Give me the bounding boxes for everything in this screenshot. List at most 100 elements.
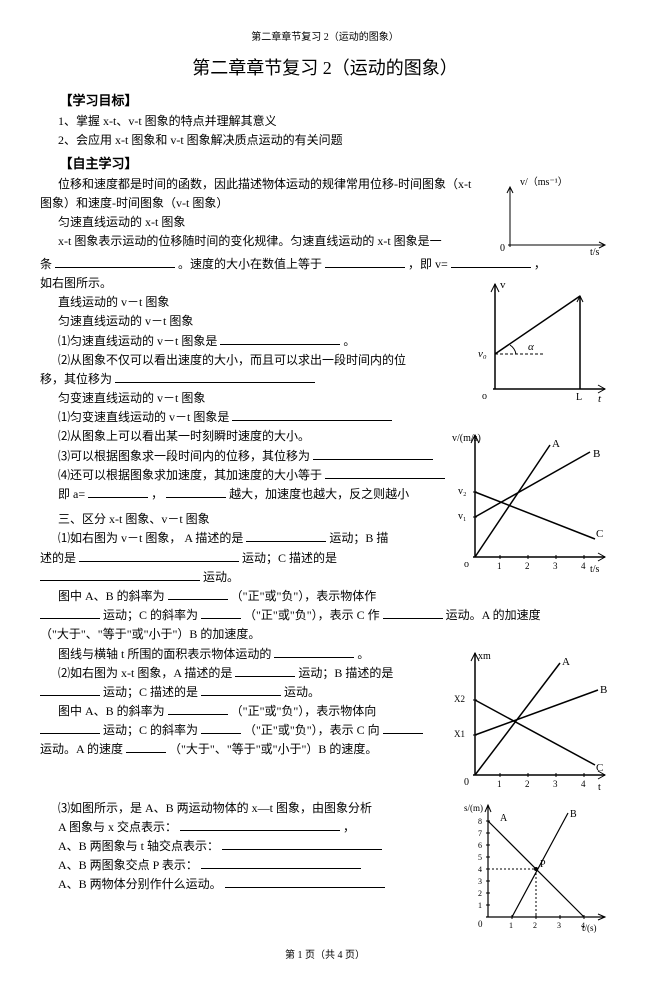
b-p21-3 [201, 683, 281, 696]
fig5-y8: 8 [478, 817, 482, 826]
p5-rest: 条 。速度的大小在数值上等于 ，即 v= ， [40, 255, 610, 274]
p22e: 运动。A 的速度 [40, 742, 123, 756]
p22c: 运动；C 的斜率为 [103, 723, 198, 737]
fig5-x4: 4 [581, 921, 585, 930]
p17: 三、区分 x-t 图象、v－t 图象 [40, 510, 446, 529]
p22-2: 运动；C 的斜率为 （"正"或"负"），表示 C 向 [40, 721, 446, 740]
b-p26 [201, 856, 361, 869]
p18d: 运动；C 描述的是 [242, 551, 337, 565]
p20: 图线与横轴 t 所围的面积表示物体运动的 。 [40, 645, 446, 664]
fig2-ylab: v [500, 279, 506, 291]
fig4: xm t 0 1 2 3 4 X1 X2 A B C [450, 645, 610, 795]
p27a: A、B 两物体分别作什么运动。 [58, 877, 222, 891]
b-p15 [325, 466, 445, 479]
fig2-alpha: α [528, 341, 534, 353]
b-p16-1 [88, 485, 148, 498]
fig5-y4: 4 [478, 865, 482, 874]
p21d: 运动。 [284, 685, 320, 699]
p12: ⑴匀变速直线运动的 v－t 图象是 [40, 408, 466, 427]
p3: 位移和速度都是时间的函数，因此描述物体运动的规律常用位移-时间图象（x-t 图象… [40, 175, 486, 213]
p19e: 运动。A 的加速度 [446, 608, 541, 622]
fig3-t1: 1 [497, 561, 502, 571]
p5b: 条 [40, 257, 52, 271]
p21b: 运动；B 描述的是 [298, 666, 393, 680]
b-p19-1 [168, 587, 228, 600]
fig4-t1: 1 [497, 779, 502, 789]
fig2-o: o [482, 391, 487, 402]
p16c: 越大，加速度也越大，反之则越小 [229, 487, 409, 501]
p19-2: 运动；C 的斜率为 （"正"或"负"），表示 C 作 运动。A 的加速度 [40, 606, 610, 625]
p5e: ， [534, 257, 546, 271]
p11: 匀变速直线运动的 v－t 图象 [40, 389, 466, 408]
p21a: ⑵如右图为 x-t 图象，A 描述的是 [58, 666, 232, 680]
fig5-y5: 5 [478, 853, 482, 862]
p25: A、B 两图象与 t 轴交点表示： [40, 837, 456, 856]
sec2: 【自主学习】 [40, 154, 610, 175]
p5-line: x-t 图象表示运动的位移随时间的变化规律。匀速直线运动的 x-t 图象是一 [40, 232, 486, 251]
fig3-t4: 4 [581, 561, 586, 571]
p5c: 。速度的大小在数值上等于 [178, 257, 322, 271]
fig5-y3: 3 [478, 877, 482, 886]
p18-2: 述的是 运动；C 描述的是 [40, 549, 446, 568]
p4: 匀速直线运动的 x-t 图象 [40, 213, 486, 232]
fig4-x2: X2 [454, 694, 465, 704]
b-p18-3 [40, 568, 200, 581]
p26: A、B 两图象交点 P 表示： [40, 856, 456, 875]
fig5-B: B [570, 809, 577, 820]
p20b: 。 [357, 647, 369, 661]
fig3-B: B [593, 448, 600, 460]
p12a: ⑴匀变速直线运动的 v－t 图象是 [58, 410, 229, 424]
p22: 图中 A、B 的斜率为 （"正"或"负"），表示物体向 [40, 702, 446, 721]
b-p19-3 [201, 606, 241, 619]
p21-2: 运动；C 描述的是 运动。 [40, 683, 446, 702]
p1: 1、掌握 x-t、v-t 图象的特点并理解其意义 [40, 112, 610, 131]
fig3-v2: v₂ [458, 486, 467, 497]
fig5: s/(m) t/(s) 0 1 2 3 4 5 6 7 8 1 2 3 4 [460, 799, 610, 934]
p24b: ， [343, 820, 355, 834]
p14: ⑶可以根据图象求一段时间内的位移，其位移为 [40, 447, 446, 466]
page-header: 第二章章节复习 2（运动的图象） [40, 30, 610, 46]
title: 第二章章节复习 2（运动的图象） [40, 54, 610, 83]
fig3-o: o [464, 559, 469, 570]
b-p12 [232, 408, 392, 421]
fig5-A: A [500, 813, 508, 824]
fig2: v t o α v₀ L [470, 274, 610, 404]
p18e: 运动。 [203, 570, 239, 584]
p19d: （"正"或"负"），表示 C 作 [244, 608, 380, 622]
p22a: 图中 A、B 的斜率为 [58, 704, 165, 718]
p24a: A 图象与 x 交点表示： [58, 820, 177, 834]
p18-3: 运动。 [40, 568, 446, 587]
fig3-v1: v₁ [458, 511, 467, 522]
fig4-ylab: xm [478, 651, 491, 662]
fig3-A: A [552, 438, 560, 450]
p27: A、B 两物体分别作什么运动。 [40, 875, 456, 894]
p19f: （"大于"、"等于"或"小于"）B 的加速度。 [40, 627, 260, 641]
fig5-o: 0 [478, 919, 483, 929]
p2: 2、会应用 x-t 图象和 v-t 图象解决质点运动的有关问题 [40, 131, 610, 150]
p8: 匀速直线运动的 v－t 图象 [40, 312, 466, 331]
p24: A 图象与 x 交点表示： ， [40, 818, 456, 837]
p22b: （"正"或"负"），表示物体向 [231, 704, 377, 718]
p21c: 运动；C 描述的是 [103, 685, 198, 699]
p18: ⑴如右图为 v－t 图象， A 描述的是 运动；B 描 [40, 529, 446, 548]
fig2-v0: v₀ [478, 348, 487, 360]
p19c: 运动；C 的斜率为 [103, 608, 198, 622]
p10b-line: 移，其位移为 [40, 370, 466, 389]
b-p22-5 [126, 740, 166, 753]
p14a: ⑶可以根据图象求一段时间内的位移，其位移为 [58, 449, 310, 463]
fig5-x1: 1 [509, 921, 513, 930]
p19a: 图中 A、B 的斜率为 [58, 589, 165, 603]
b-p24 [180, 818, 340, 831]
fig1-xlab: t/s [590, 247, 600, 255]
b-p9 [220, 332, 340, 345]
fig4-o: 0 [464, 777, 469, 788]
p7: 直线运动的 v－t 图象 [40, 293, 466, 312]
p22d: （"正"或"负"），表示 C 向 [244, 723, 380, 737]
b-p16-2 [166, 485, 226, 498]
sec1: 【学习目标】 [40, 91, 610, 112]
p15a: ⑷还可以根据图象求加速度，其加速度的大小等于 [58, 468, 322, 482]
fig2-L: L [576, 392, 582, 403]
fig5-y2: 2 [478, 889, 482, 898]
b-p18-2 [79, 549, 239, 562]
b-p25 [222, 837, 382, 850]
